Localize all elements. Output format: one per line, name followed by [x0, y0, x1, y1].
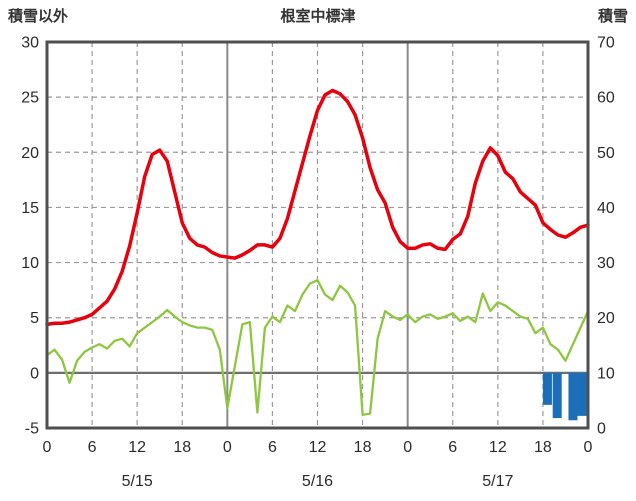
left-axis-tick: 10 — [21, 255, 39, 272]
date-label: 5/16 — [302, 473, 333, 490]
right-axis-tick: 40 — [597, 200, 615, 217]
precipitation-bar — [568, 372, 578, 421]
right-axis-tick: 10 — [597, 365, 615, 382]
right-axis-tick: 70 — [597, 35, 615, 52]
precipitation-bar — [542, 372, 552, 405]
left-axis-tick: 25 — [21, 90, 39, 107]
precipitation-bar — [552, 372, 562, 419]
left-axis-tick: 15 — [21, 200, 39, 217]
hour-tick-label: 18 — [534, 439, 552, 456]
right-axis-tick: 30 — [597, 255, 615, 272]
right-axis-tick: 60 — [597, 90, 615, 107]
left-axis-tick: 0 — [30, 365, 39, 382]
left-axis-title: 積雪以外 — [8, 8, 69, 25]
hour-tick-label: 6 — [88, 439, 97, 456]
hour-tick-label: 0 — [223, 439, 232, 456]
chart-title: 根室中標津 — [280, 8, 356, 25]
date-label: 5/17 — [482, 473, 513, 490]
left-axis-tick: 20 — [21, 145, 39, 162]
hour-tick-label: 18 — [354, 439, 372, 456]
hour-tick-label: 0 — [403, 439, 412, 456]
hour-tick-label: 12 — [128, 439, 146, 456]
right-axis-title: 積雪 — [597, 8, 628, 25]
left-axis-tick: 30 — [21, 35, 39, 52]
plot-border — [45, 40, 590, 430]
temperature-line — [45, 88, 590, 327]
precipitation-bar — [577, 372, 587, 416]
right-axis-tick: 50 — [597, 145, 615, 162]
right-axis-tick: 20 — [597, 310, 615, 327]
hour-tick-label: 18 — [173, 439, 191, 456]
left-axis-tick: -5 — [25, 421, 39, 438]
date-label: 5/15 — [122, 473, 153, 490]
right-axis-tick: 0 — [597, 421, 606, 438]
hour-tick-label: 12 — [489, 439, 507, 456]
hour-tick-label: 12 — [309, 439, 327, 456]
left-axis-tick: 5 — [30, 310, 39, 327]
green-series-line — [45, 279, 590, 416]
hour-tick-label: 6 — [448, 439, 457, 456]
hour-tick-label: 0 — [584, 439, 593, 456]
hour-tick-label: 6 — [268, 439, 277, 456]
hour-tick-label: 0 — [43, 439, 52, 456]
